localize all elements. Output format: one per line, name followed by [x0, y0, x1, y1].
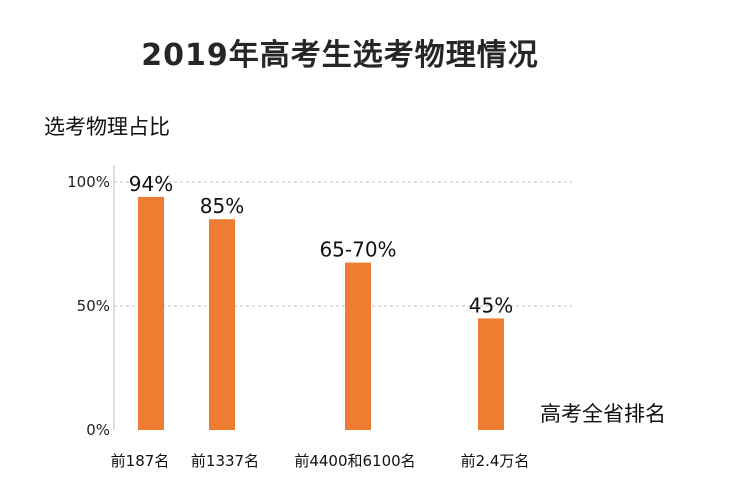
- x-category-label: 前4400和6100名: [294, 452, 415, 470]
- x-category-label: 前2.4万名: [461, 452, 530, 470]
- chart-title: 2019年高考生选考物理情况: [141, 38, 539, 73]
- y-axis-label: 选考物理占比: [44, 115, 170, 139]
- y-tick-label: 100%: [67, 173, 110, 191]
- x-axis-label: 高考全省排名: [540, 402, 666, 426]
- y-tick-label: 50%: [77, 297, 110, 315]
- bar: [209, 219, 235, 430]
- data-label: 85%: [200, 194, 244, 218]
- bar: [345, 262, 371, 430]
- x-category-label: 前187名: [111, 452, 170, 470]
- bar: [138, 196, 164, 430]
- bar: [478, 318, 504, 430]
- x-category-label: 前1337名: [191, 452, 259, 470]
- data-label: 65-70%: [319, 238, 396, 262]
- data-label: 45%: [469, 293, 513, 317]
- y-tick-label: 0%: [86, 421, 110, 439]
- data-label: 94%: [129, 172, 173, 196]
